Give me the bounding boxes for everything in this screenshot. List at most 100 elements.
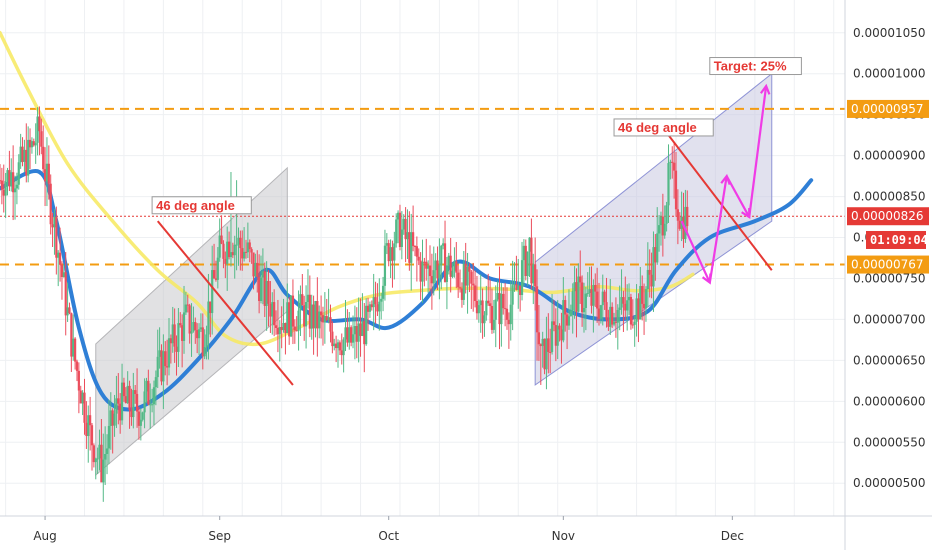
candle-body bbox=[51, 224, 54, 228]
candle-body bbox=[284, 322, 287, 334]
candle-body bbox=[669, 161, 672, 164]
candle-body bbox=[186, 304, 189, 306]
candle-body bbox=[502, 293, 505, 309]
candle-body bbox=[545, 338, 548, 370]
candle-body bbox=[199, 327, 203, 330]
candle-body bbox=[329, 317, 332, 332]
candle-body bbox=[12, 172, 15, 193]
candle-body bbox=[535, 286, 539, 333]
candle-body bbox=[212, 270, 216, 279]
candle-body bbox=[250, 249, 253, 253]
y-tick-label: 0.00000750 bbox=[853, 271, 926, 285]
y-axis[interactable]: 0.00000500 0.00000550 0.00000600 0.00000650… bbox=[844, 0, 926, 550]
candle-body bbox=[338, 342, 341, 351]
annotations: 46 deg angle 46 deg angle Target: 25% bbox=[151, 57, 802, 215]
candle-body bbox=[415, 246, 418, 257]
candle-body bbox=[139, 419, 142, 426]
candle-body bbox=[53, 216, 56, 228]
candle-body bbox=[383, 245, 387, 286]
candle-body bbox=[552, 321, 556, 325]
x-tick-label: Nov bbox=[552, 529, 575, 543]
candle-body bbox=[75, 361, 79, 371]
candle-body bbox=[243, 251, 246, 259]
candle-body bbox=[412, 232, 415, 246]
candle-body bbox=[646, 269, 649, 290]
candle-body bbox=[156, 356, 159, 378]
candle-body bbox=[274, 325, 278, 329]
candle-body bbox=[507, 319, 510, 325]
candle-body bbox=[207, 301, 210, 335]
candle-body bbox=[137, 411, 141, 426]
candle-body bbox=[509, 304, 512, 325]
candle-body bbox=[2, 189, 5, 196]
x-tick-label: Dec bbox=[721, 529, 744, 543]
price-badge-label: 0.00000957 bbox=[851, 102, 924, 116]
annotation-label: 46 deg angle bbox=[618, 120, 697, 135]
candle-body bbox=[455, 261, 458, 273]
candle-body bbox=[72, 338, 75, 357]
candle-body bbox=[481, 300, 484, 324]
y-tick-label: 0.00000600 bbox=[853, 394, 926, 408]
candle-body bbox=[428, 265, 432, 277]
candle-body bbox=[105, 448, 109, 454]
candle-body bbox=[83, 392, 86, 423]
candle-body bbox=[42, 146, 45, 170]
candle-body bbox=[582, 307, 586, 313]
candle-body bbox=[639, 286, 642, 320]
candle-body bbox=[624, 303, 627, 311]
candle-body bbox=[327, 317, 330, 320]
candle-body bbox=[320, 311, 323, 316]
candle-body bbox=[537, 332, 541, 345]
candle-body bbox=[618, 307, 621, 310]
price-badge bbox=[847, 99, 929, 118]
candle-body bbox=[85, 422, 88, 437]
candle-body bbox=[124, 396, 127, 403]
x-tick-label: Oct bbox=[378, 529, 399, 543]
candle-body bbox=[376, 304, 379, 312]
candle-body bbox=[344, 327, 347, 340]
candle-body bbox=[601, 291, 604, 306]
candle-body bbox=[596, 291, 599, 309]
candle-body bbox=[226, 241, 229, 264]
candle-body bbox=[650, 274, 653, 287]
candle-body bbox=[10, 172, 13, 187]
candle-body bbox=[556, 325, 559, 346]
candle-body bbox=[197, 329, 201, 339]
annotation-box bbox=[151, 196, 252, 215]
candle-body bbox=[143, 391, 146, 413]
candle-body bbox=[6, 170, 9, 182]
candle-body bbox=[612, 321, 616, 325]
candle-body bbox=[396, 212, 400, 220]
candle-body bbox=[196, 330, 199, 339]
candle-body bbox=[158, 350, 161, 357]
candle-body bbox=[273, 302, 276, 326]
candle-body bbox=[301, 294, 304, 306]
candle-body bbox=[648, 269, 651, 275]
candle-body bbox=[166, 366, 169, 368]
candle-body bbox=[70, 313, 73, 357]
candle-body bbox=[569, 310, 572, 317]
candle-body bbox=[410, 232, 413, 263]
candle-body bbox=[258, 276, 261, 301]
candle-body bbox=[342, 339, 345, 356]
candle-body bbox=[539, 344, 542, 347]
candle-body bbox=[629, 296, 633, 325]
candle-body bbox=[265, 280, 268, 306]
candle-body bbox=[663, 223, 666, 236]
candle-body bbox=[656, 233, 659, 263]
candle-body bbox=[565, 314, 569, 326]
candle-body bbox=[661, 216, 664, 236]
candle-body bbox=[252, 252, 255, 277]
candle-body bbox=[387, 243, 390, 262]
candle-body bbox=[340, 350, 343, 356]
candle-body bbox=[408, 232, 411, 263]
candle-body bbox=[323, 316, 326, 323]
candle-body bbox=[288, 302, 291, 337]
candle-body bbox=[74, 338, 77, 362]
x-axis[interactable]: Aug Sep Oct Nov Dec bbox=[0, 515, 932, 543]
candle-body bbox=[30, 141, 34, 148]
candle-body bbox=[15, 184, 18, 189]
candle-body bbox=[209, 301, 212, 314]
candle-body bbox=[673, 162, 676, 171]
